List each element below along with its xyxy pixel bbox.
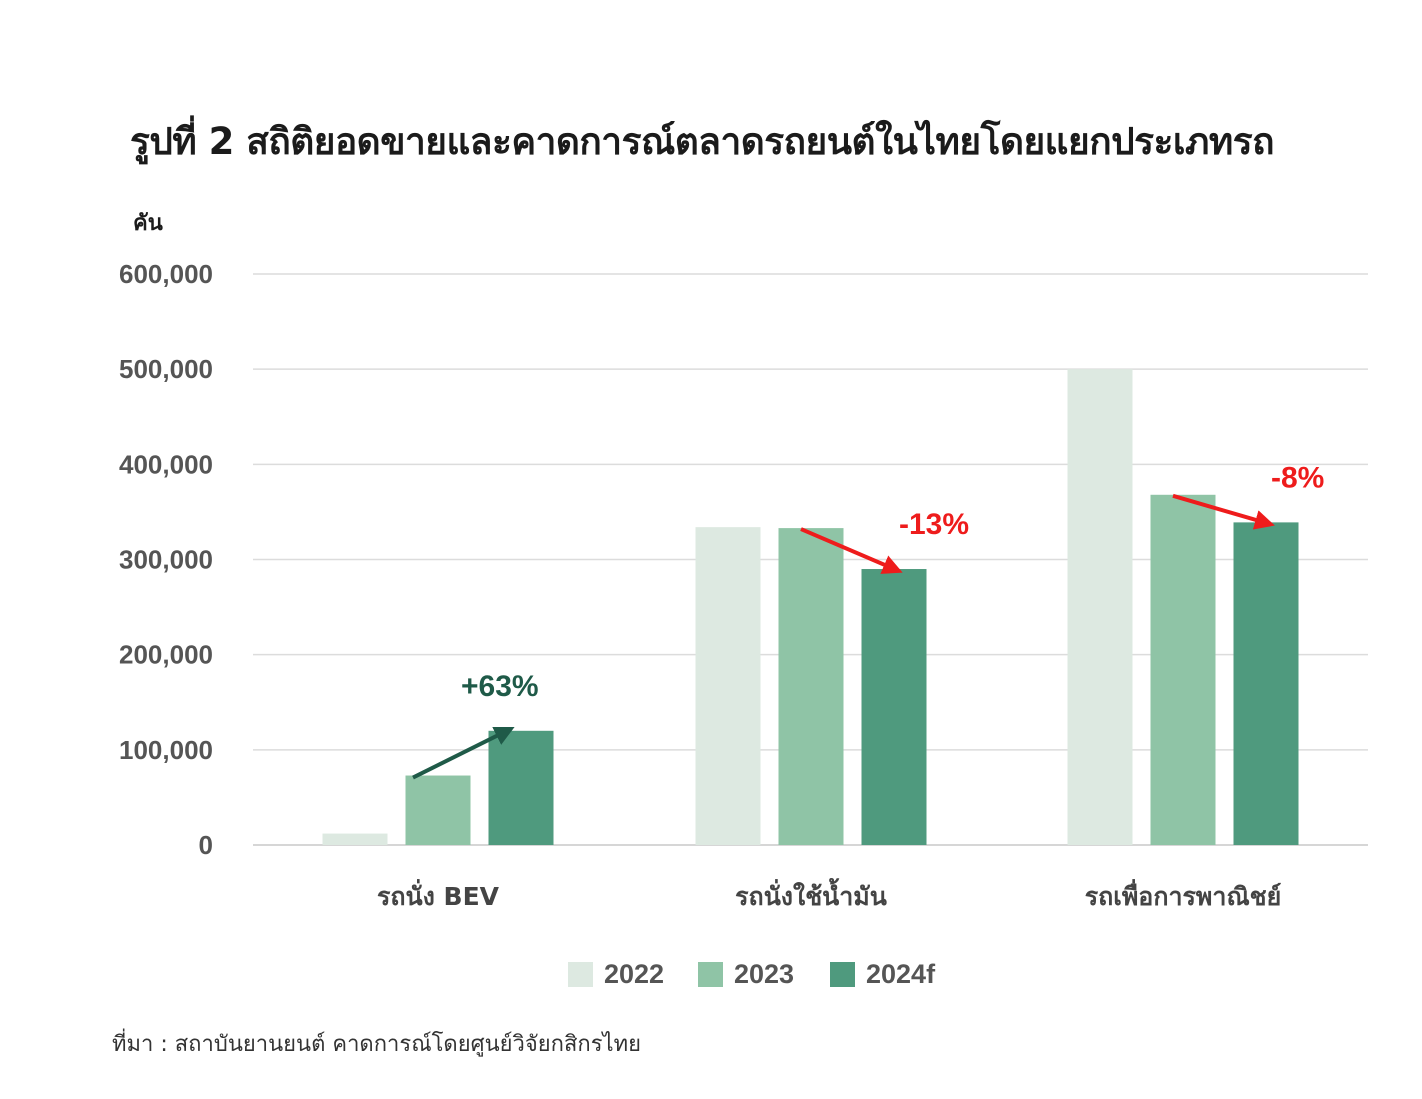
change-label: -13% <box>899 508 969 541</box>
legend-label-2023: 2023 <box>734 959 794 989</box>
source-note: ที่มา : สถาบันยานยนต์ คาดการณ์โดยศูนย์วิ… <box>112 1032 641 1057</box>
x-tick-label: รถนั่งใช้น้ำมัน <box>735 877 887 911</box>
bar-2024f-0 <box>488 730 554 845</box>
change-arrow <box>800 527 903 574</box>
bar-2022-1 <box>695 527 761 845</box>
y-tick-label: 300,000 <box>119 545 213 575</box>
legend-swatch-2023 <box>698 962 723 987</box>
legend-label-2022: 2022 <box>604 959 664 989</box>
change-arrow <box>412 726 515 780</box>
legend-swatch-2024f <box>830 962 855 987</box>
bar-2023-1 <box>778 528 844 845</box>
bar-2024f-2 <box>1233 522 1299 845</box>
y-tick-label: 0 <box>199 830 213 860</box>
bar-2022-2 <box>1067 369 1133 845</box>
change-label: +63% <box>461 670 539 703</box>
legend-swatch-2022 <box>568 962 593 987</box>
y-axis-unit-label: คัน <box>133 211 163 236</box>
y-tick-label: 500,000 <box>119 354 213 384</box>
bar-2022-0 <box>322 833 388 845</box>
y-tick-label: 400,000 <box>119 449 213 479</box>
change-arrow <box>1172 493 1275 530</box>
y-tick-label: 600,000 <box>119 259 213 289</box>
y-tick-label: 200,000 <box>119 640 213 670</box>
x-tick-label: รถนั่ง BEV <box>377 879 500 911</box>
chart-title: รูปที่ 2 สถิติยอดขายและคาดการณ์ตลาดรถยนต… <box>130 120 1275 163</box>
x-tick-label: รถเพื่อการพาณิชย์ <box>1085 879 1282 911</box>
legend-label-2024f: 2024f <box>866 959 936 989</box>
bar-2023-2 <box>1150 494 1216 845</box>
change-label: -8% <box>1271 461 1324 494</box>
bar-2023-0 <box>405 775 471 845</box>
y-tick-label: 100,000 <box>119 735 213 765</box>
bar-2024f-1 <box>861 569 927 845</box>
